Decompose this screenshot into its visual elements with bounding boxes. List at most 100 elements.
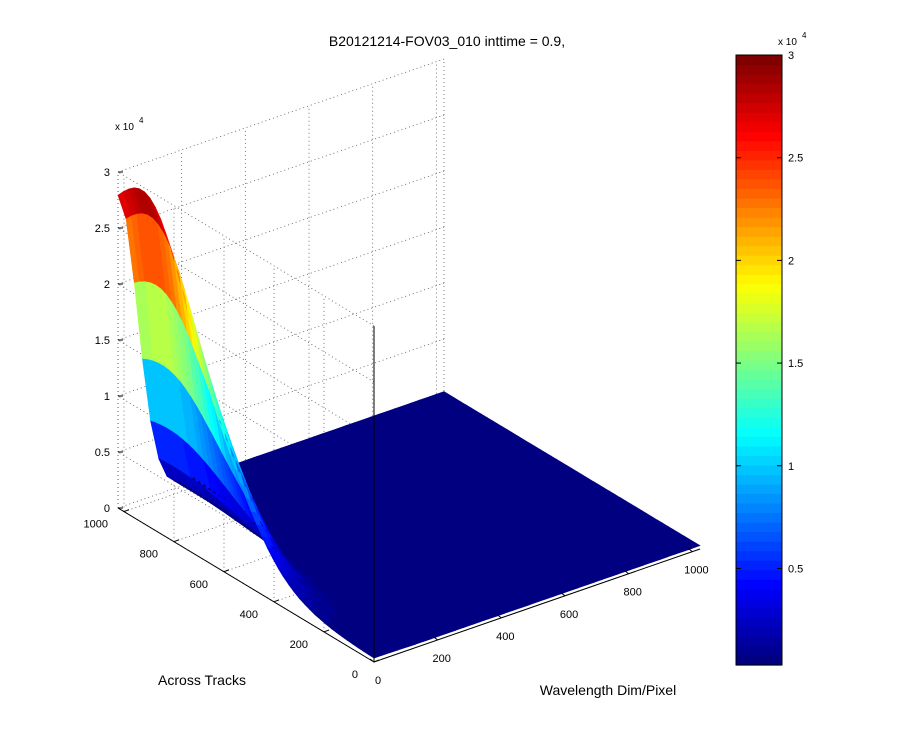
y-tick [223,569,230,573]
x-tick-label: 400 [496,631,514,643]
colorbar-level [736,512,782,523]
y-tick [123,509,130,513]
colorbar-level [736,264,782,275]
colorbar-level [736,197,782,209]
z-tick-label: 1 [104,391,110,403]
colorbar-level [736,102,782,113]
colorbar: 0.5 1 1.5 2 2.5 3 x 10 4 [735,31,807,666]
grid-line [117,282,445,397]
y-axis-line [117,507,375,663]
colorbar-level [736,541,782,552]
colorbar-tick-label: 0.5 [788,563,803,575]
x-tick-label: 600 [560,609,578,621]
axes-front: 0 0.5 1 1.5 2 2.5 3 x 10 4 0 200 400 600 800 1000 0 200 4… [84,116,709,687]
colorbar-level [736,226,782,237]
colorbar-level [736,645,782,657]
chart-title: B20121214-FOV03_010 inttime = 0.9, [329,33,565,49]
grid-line [117,171,375,327]
colorbar-level [736,579,782,590]
colorbar-level [736,417,782,428]
colorbar-level [736,74,782,85]
x-axis-label: Wavelength Dim/Pixel [540,682,676,698]
grid-line [117,114,445,229]
colorbar-level [736,188,782,199]
y-tick [273,599,280,603]
y-axis-label: Across Tracks [158,672,246,688]
grid-line [117,338,445,453]
colorbar-level [736,178,782,190]
x-tick [433,636,438,641]
colorbar-level [736,121,782,132]
colorbar-exponent-power: 4 [802,31,807,40]
colorbar-level [736,426,782,437]
x-tick-label: 800 [624,587,642,599]
colorbar-level [736,274,782,285]
colorbar-level [736,93,782,104]
colorbar-level [736,388,782,399]
colorbar-level [736,617,782,628]
x-tick-label: 200 [432,653,450,665]
y-tick-label: 800 [140,549,158,561]
x-tick-label: 1000 [684,565,708,577]
colorbar-level [736,483,782,495]
colorbar-level [736,474,782,485]
colorbar-level [736,398,782,409]
z-tick-label: 1.5 [95,335,110,347]
grid-line [117,451,375,607]
colorbar-level [736,522,782,533]
x-tick-label: 0 [375,675,381,687]
grid-line [117,226,445,341]
grid-line [117,58,445,173]
y-tick-label: 0 [352,669,358,681]
colorbar-frame [735,54,783,666]
y-tick [173,539,180,543]
y-tick-label: 1000 [84,519,108,531]
colorbar-level [736,131,782,142]
colorbar-tick-label: 1 [788,461,794,473]
z-tick-label: 2.5 [95,223,110,235]
y-tick-label: 200 [290,639,308,651]
colorbar-level [736,550,782,561]
colorbar-level [736,159,782,170]
x-tick [369,658,375,663]
colorbar-level [736,560,782,571]
colorbar-level [736,150,782,161]
colorbar-level [736,245,782,256]
colorbar-level [736,207,782,218]
z-tick-label: 0 [104,503,110,515]
colorbar-level [736,360,782,371]
colorbar-tick-label: 3 [788,50,794,62]
colorbar-level [736,569,782,580]
colorbar-level [736,293,782,304]
surface-patch [685,542,701,549]
colorbar-level [736,531,782,542]
colorbar-level [736,626,782,638]
y-tick [373,659,380,663]
z-exponent-label: x 10 [115,122,134,133]
colorbar-tick-label: 1.5 [788,358,803,370]
colorbar-level [736,321,782,333]
colorbar-level [736,140,782,151]
colorbar-level [736,255,782,266]
colorbar-level [736,598,782,609]
colorbar-level [736,493,782,504]
colorbar-level [736,236,782,247]
y-tick-label: 600 [190,579,208,591]
colorbar-level [736,588,782,599]
z-tick-label: 3 [104,167,110,179]
x-tick [497,614,502,619]
colorbar-level [736,636,782,647]
x-axis-line [373,548,701,663]
colorbar-level [736,83,782,94]
grid-line [117,170,445,285]
colorbar-level [736,502,782,514]
surface-mesh [117,187,701,659]
colorbar-level [736,607,782,618]
colorbar-level [736,112,782,123]
colorbar-level [736,283,782,294]
colorbar-level [736,369,782,380]
y-tick-label: 400 [240,609,258,621]
colorbar-level [736,407,782,418]
z-tick-label: 0.5 [95,447,110,459]
